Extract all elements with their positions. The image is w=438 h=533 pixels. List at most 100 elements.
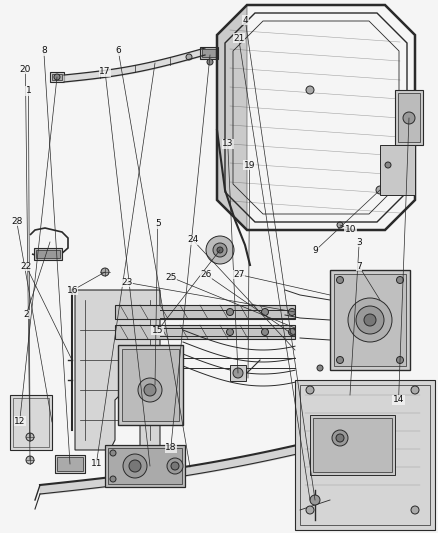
Circle shape [101, 268, 109, 276]
Text: 22: 22 [21, 262, 32, 271]
Circle shape [206, 236, 234, 264]
Circle shape [213, 243, 227, 257]
Circle shape [317, 365, 323, 371]
Text: 12: 12 [14, 417, 25, 425]
Circle shape [411, 506, 419, 514]
Bar [202, 49, 216, 57]
Bar [118, 345, 183, 425]
Circle shape [337, 222, 343, 228]
Circle shape [336, 434, 344, 442]
Bar [395, 90, 423, 145]
Text: 14: 14 [393, 395, 404, 404]
Circle shape [261, 328, 268, 335]
Circle shape [217, 247, 223, 253]
Circle shape [26, 433, 34, 441]
Text: 2: 2 [24, 310, 29, 319]
Circle shape [364, 314, 376, 326]
Text: 23: 23 [121, 278, 133, 287]
Bar [105, 445, 185, 487]
Circle shape [54, 74, 60, 80]
Circle shape [310, 495, 320, 505]
Text: 6: 6 [115, 46, 121, 55]
Text: 25: 25 [165, 273, 177, 281]
Text: 18: 18 [165, 443, 177, 452]
Text: 3: 3 [356, 238, 362, 247]
Text: 21: 21 [233, 34, 244, 43]
Circle shape [110, 476, 116, 482]
Circle shape [332, 430, 348, 446]
Circle shape [261, 309, 268, 316]
Circle shape [411, 386, 419, 394]
Bar [200, 47, 218, 59]
Circle shape [396, 277, 403, 284]
Circle shape [26, 456, 34, 464]
Bar [295, 380, 435, 530]
Text: 17: 17 [99, 68, 111, 76]
Bar [310, 415, 395, 475]
Circle shape [171, 462, 179, 470]
Polygon shape [75, 290, 160, 450]
Circle shape [336, 277, 343, 284]
Bar [34, 248, 62, 260]
Text: 16: 16 [67, 286, 78, 295]
Text: 7: 7 [356, 262, 362, 271]
Bar [13, 398, 49, 447]
Polygon shape [217, 5, 247, 230]
Text: 24: 24 [187, 236, 198, 244]
Circle shape [336, 357, 343, 364]
Bar [36, 250, 60, 258]
Bar [334, 274, 406, 366]
Circle shape [186, 54, 192, 60]
Text: 28: 28 [11, 217, 22, 225]
Text: 8: 8 [41, 46, 47, 55]
Bar [115, 305, 295, 319]
Text: 20: 20 [20, 65, 31, 74]
Circle shape [346, 392, 353, 399]
Circle shape [348, 298, 392, 342]
Text: 9: 9 [312, 246, 318, 255]
Circle shape [306, 506, 314, 514]
Bar [52, 74, 62, 80]
Text: 4: 4 [243, 16, 248, 25]
Bar [115, 325, 295, 339]
Bar [122, 349, 179, 421]
Circle shape [356, 306, 384, 334]
Circle shape [226, 328, 233, 335]
Circle shape [123, 454, 147, 478]
Text: 10: 10 [345, 225, 356, 233]
Bar [313, 418, 392, 472]
Text: 13: 13 [222, 140, 233, 148]
Circle shape [289, 328, 296, 335]
Circle shape [385, 162, 391, 168]
Circle shape [129, 460, 141, 472]
Text: 15: 15 [152, 326, 163, 335]
Circle shape [306, 86, 314, 94]
Circle shape [396, 357, 403, 364]
Text: 1: 1 [25, 86, 32, 95]
Bar [380, 145, 415, 195]
Bar [50, 72, 64, 82]
Circle shape [403, 112, 415, 124]
Bar [398, 93, 420, 142]
Bar [300, 385, 430, 525]
Circle shape [289, 309, 296, 316]
Circle shape [376, 186, 384, 194]
Bar [108, 448, 182, 484]
Bar [230, 365, 246, 381]
Text: 27: 27 [233, 270, 244, 279]
Bar [10, 395, 52, 450]
Circle shape [233, 368, 243, 378]
Text: 5: 5 [155, 220, 161, 228]
Circle shape [207, 59, 213, 65]
Circle shape [226, 309, 233, 316]
Circle shape [138, 378, 162, 402]
Bar [55, 455, 85, 473]
Circle shape [167, 458, 183, 474]
Circle shape [110, 450, 116, 456]
Bar [57, 457, 83, 471]
Text: 19: 19 [244, 161, 255, 169]
Circle shape [306, 386, 314, 394]
Circle shape [144, 384, 156, 396]
Bar [330, 270, 410, 370]
Text: 11: 11 [91, 459, 102, 468]
